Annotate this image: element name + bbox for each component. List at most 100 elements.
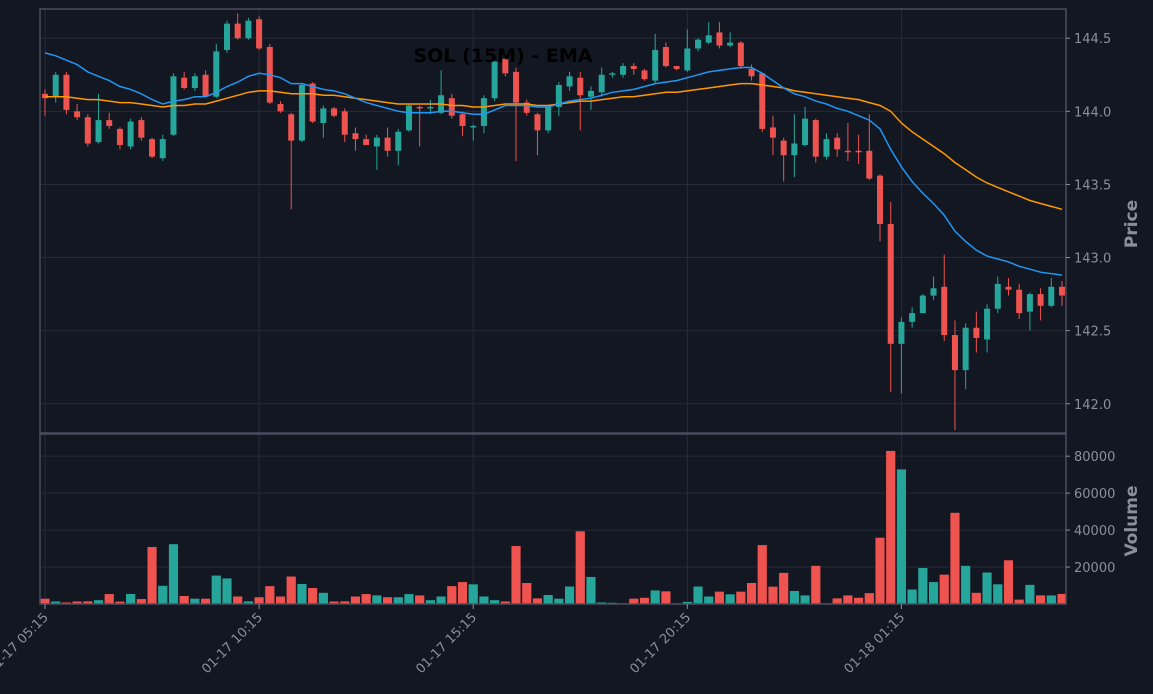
candle-body: [245, 20, 252, 39]
volume-bar: [543, 594, 554, 605]
volume-bar: [296, 583, 308, 605]
volume-bar: [457, 581, 468, 605]
volume-bar: [478, 595, 490, 605]
candle-body: [234, 23, 241, 39]
candle-body: [491, 61, 498, 99]
candle-body: [288, 114, 295, 141]
volume-bar: [414, 594, 425, 605]
volume-bar: [157, 585, 168, 605]
candle-body: [887, 223, 894, 344]
volume-bar: [286, 576, 297, 605]
volume-bar: [917, 567, 928, 605]
candle-body: [341, 111, 348, 135]
candle-body: [834, 137, 841, 150]
price-tick-label: 142.5: [1074, 325, 1111, 340]
volume-axis-label: Volume: [1122, 485, 1142, 556]
candle-body: [812, 120, 819, 157]
volume-bar: [361, 593, 372, 605]
volume-bar: [660, 590, 672, 605]
candle-body: [866, 150, 873, 179]
candle-body: [759, 73, 766, 129]
candle-body: [919, 295, 926, 314]
volume-bar: [564, 586, 575, 605]
candle-body: [138, 120, 145, 138]
candle-body: [63, 74, 70, 110]
candle-body: [1005, 286, 1012, 290]
volume-bar: [510, 545, 522, 605]
volume-bar: [725, 593, 736, 605]
volume-bar: [842, 594, 853, 605]
candle-body: [363, 139, 370, 145]
volume-bar: [275, 595, 286, 605]
volume-bar: [767, 586, 779, 605]
candle-body: [470, 125, 477, 128]
volume-bar: [735, 591, 746, 605]
volume-bar: [1035, 594, 1046, 605]
candle-body: [791, 143, 798, 156]
price-tick-label: 142.0: [1074, 398, 1111, 413]
candle-body: [930, 288, 937, 296]
candle-body: [716, 32, 723, 46]
candle-body: [727, 42, 734, 46]
candle-body: [780, 140, 787, 156]
candle-body: [52, 74, 59, 97]
volume-bar: [874, 537, 886, 605]
candle-body: [395, 131, 402, 151]
candle-body: [973, 327, 980, 338]
price-tick-label: 144.5: [1074, 32, 1111, 47]
volume-bar: [960, 565, 971, 605]
volume-bar: [446, 585, 457, 605]
volume-bar: [1003, 559, 1014, 605]
candle-body: [1016, 289, 1023, 314]
candle-body: [405, 105, 412, 131]
volume-bar: [907, 588, 918, 605]
candle-body: [1026, 294, 1033, 312]
volume-bar: [789, 590, 800, 605]
candle-body: [523, 102, 530, 113]
volume-panel-frame: [39, 433, 1067, 605]
volume-bar: [179, 595, 190, 605]
candle-body: [149, 139, 156, 157]
panel-frames: [39, 8, 1067, 605]
candle-body: [534, 114, 541, 131]
candle-body: [941, 286, 948, 336]
candle-body: [630, 66, 637, 69]
candle-body: [181, 77, 188, 88]
candle-body: [705, 35, 712, 43]
volume-bar: [639, 597, 650, 605]
price-tick-label: 143.5: [1074, 178, 1111, 193]
candle-body: [620, 66, 627, 75]
volume-bar: [521, 582, 532, 605]
volume-bar: [778, 572, 789, 605]
volume-bar: [585, 576, 597, 605]
volume-bar: [318, 592, 329, 605]
candle-body: [684, 48, 691, 71]
volume-bar: [468, 583, 479, 605]
volume-bar: [939, 574, 950, 605]
candle-body: [855, 150, 862, 153]
volume-bar: [532, 597, 543, 605]
volume-bar: [810, 565, 821, 605]
candle-body: [898, 321, 905, 344]
volume-tick-label: 60000: [1074, 487, 1115, 502]
candle-body: [737, 42, 744, 67]
candle-body: [748, 68, 755, 77]
volume-bar: [1024, 584, 1035, 605]
volume-bar: [575, 530, 586, 605]
volume-bar: [628, 598, 639, 605]
candle-body: [802, 118, 809, 145]
candle-body: [127, 121, 134, 147]
volume-bar: [885, 450, 896, 605]
chart-title: SOL (15M) - EMA: [414, 45, 593, 67]
volume-bar: [746, 582, 757, 605]
candle-body: [598, 74, 605, 93]
volume-bar: [136, 598, 147, 605]
volume-bar: [435, 595, 447, 605]
candle-body: [95, 120, 102, 143]
volume-tick-label: 80000: [1074, 450, 1115, 465]
candle-body: [844, 150, 851, 153]
candle-body: [609, 73, 616, 75]
candle-body: [213, 51, 220, 97]
volume-bar: [650, 589, 661, 605]
